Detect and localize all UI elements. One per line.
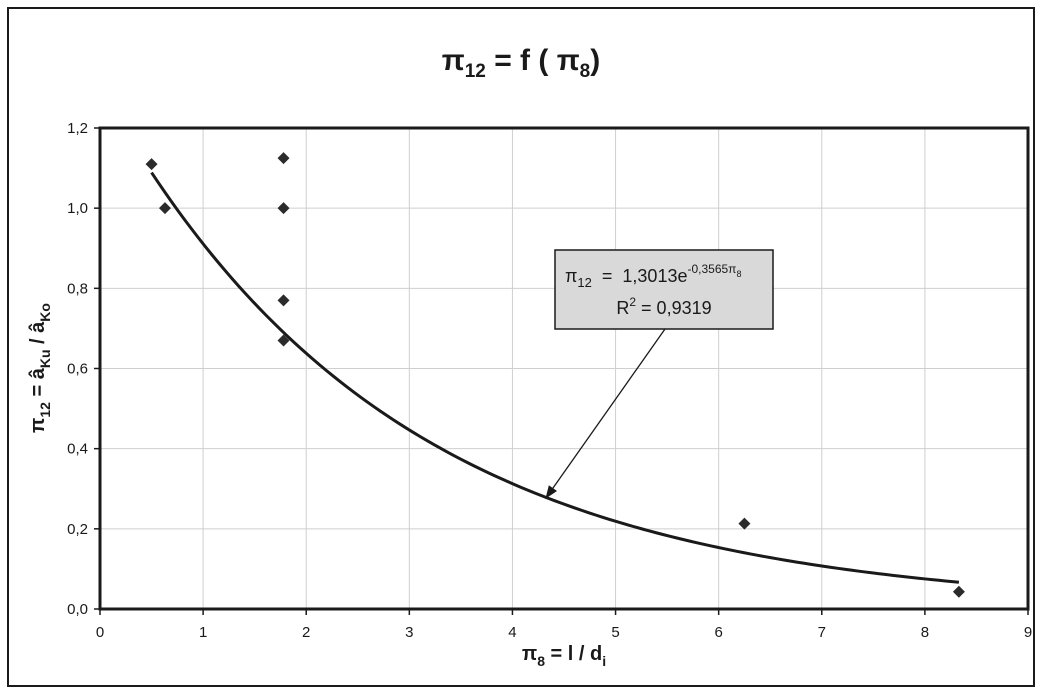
- equation-text: π12 = 1,3013e-0,3565π8: [565, 262, 741, 290]
- data-point: [277, 202, 290, 215]
- data-point: [277, 334, 290, 347]
- data-point: [738, 517, 751, 530]
- x-tick-label: 4: [508, 624, 516, 641]
- equation-box: [554, 249, 774, 330]
- y-tick-label: 0,6: [67, 361, 88, 378]
- x-axis-label: π8 = l / di: [522, 643, 606, 669]
- y-tick-label: 1,0: [67, 200, 88, 217]
- r-squared-text: R2 = 0,9319: [616, 295, 711, 318]
- data-point: [145, 158, 158, 171]
- x-tick-label: 5: [611, 624, 619, 641]
- annotation-arrow: [544, 328, 666, 500]
- annotation-arrowhead: [545, 485, 558, 499]
- y-axis-label: π12 = âKu / âKo: [27, 303, 53, 433]
- chart-frame: [7, 7, 1035, 687]
- x-tick-label: 0: [96, 624, 104, 641]
- chart-title: π12 = f ( π8): [442, 44, 601, 82]
- y-tick-label: 1,2: [67, 120, 88, 137]
- x-tick-label: 9: [1024, 624, 1032, 641]
- y-tick-label: 0,0: [67, 601, 88, 618]
- data-points: [145, 152, 965, 598]
- y-axis-ticks: 0,0 0,2 0,4 0,6 0,8 1,0 1,2: [67, 120, 100, 618]
- x-tick-label: 3: [405, 624, 413, 641]
- y-tick-label: 0,2: [67, 521, 88, 538]
- grid-lines: [100, 128, 1028, 609]
- data-point: [158, 202, 171, 215]
- x-tick-label: 6: [714, 624, 722, 641]
- data-point: [277, 294, 290, 307]
- y-tick-label: 0,4: [67, 441, 88, 458]
- x-axis-ticks: 0 1 2 3 4 5 6 7 8 9: [96, 609, 1032, 641]
- x-tick-label: 8: [921, 624, 929, 641]
- trendline: [150, 171, 960, 584]
- x-tick-label: 1: [199, 624, 207, 641]
- x-tick-label: 7: [818, 624, 826, 641]
- data-point: [952, 585, 965, 598]
- data-point: [277, 152, 290, 165]
- y-tick-label: 0,8: [67, 280, 88, 297]
- x-tick-label: 2: [302, 624, 310, 641]
